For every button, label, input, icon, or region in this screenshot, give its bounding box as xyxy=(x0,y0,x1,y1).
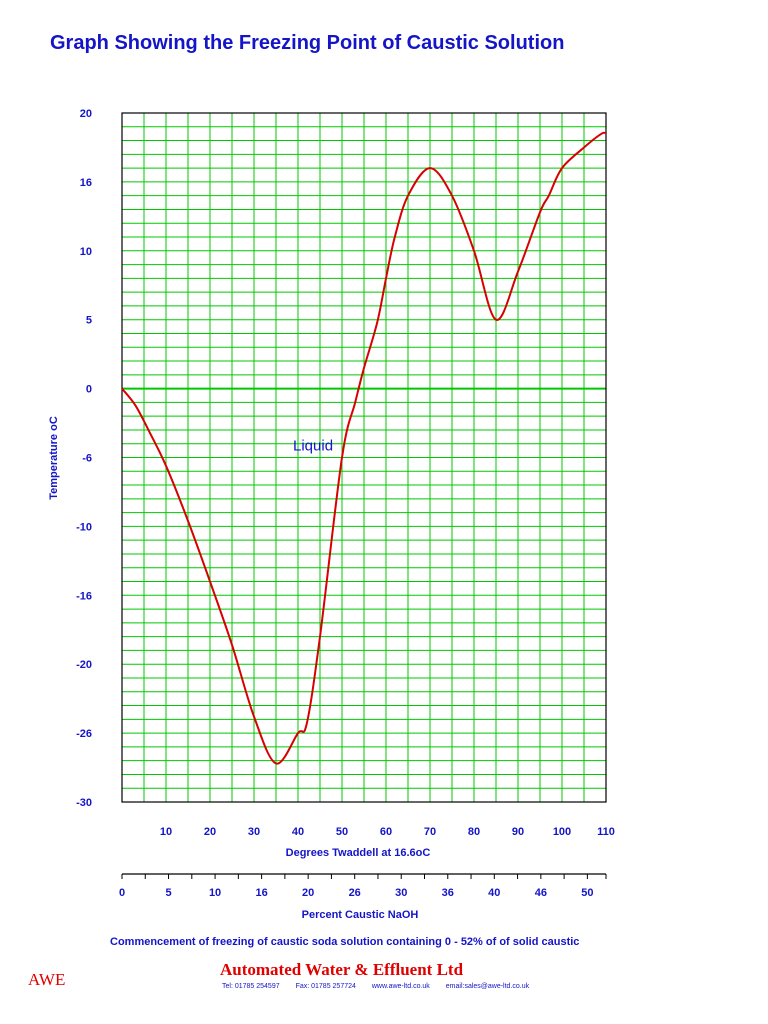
y-tick-label: -30 xyxy=(76,797,92,809)
awe-logo: AWE xyxy=(28,970,66,989)
chart-title: Graph Showing the Freezing Point of Caus… xyxy=(50,32,565,54)
contact-tel: Tel: 01785 254597 xyxy=(222,983,280,990)
liquid-annotation: Liquid xyxy=(293,438,333,455)
x2-tick-label: 0 xyxy=(119,887,125,899)
contact-web[interactable]: www.awe-ltd.co.uk xyxy=(371,983,430,990)
y-tick-label: -20 xyxy=(76,659,92,671)
y-tick-label: -26 xyxy=(76,728,92,740)
x-tick-label: 80 xyxy=(468,826,480,838)
chart-axes xyxy=(121,112,607,803)
plot-frame xyxy=(121,112,607,803)
y-tick-label: 5 xyxy=(86,315,92,327)
x2-axis-label: Percent Caustic NaOH xyxy=(302,909,419,921)
x2-tick-label: 5 xyxy=(165,887,171,899)
x2-tick-label: 30 xyxy=(395,887,407,899)
y-tick-label: 16 xyxy=(80,177,92,189)
x-tick-label: 110 xyxy=(597,826,615,838)
x-tick-label: 40 xyxy=(292,826,304,838)
x-tick-label: 20 xyxy=(204,826,216,838)
x2-tick-label: 16 xyxy=(255,887,267,899)
y-tick-label: 20 xyxy=(80,108,92,120)
x-tick-label: 70 xyxy=(424,826,436,838)
percent-axis: 0 5 10 16 20 26 30 36 40 46 50 xyxy=(119,873,607,899)
y-tick-label: -10 xyxy=(76,521,92,533)
contact-fax: Fax: 01785 257724 xyxy=(295,983,356,990)
freezing-point-curve xyxy=(121,131,607,765)
x-tick-label: 10 xyxy=(160,826,172,838)
company-name: Automated Water & Effluent Ltd xyxy=(220,960,464,979)
y-tick-label: 10 xyxy=(80,246,92,258)
y-tick-label: -16 xyxy=(76,590,92,602)
y-tick-label: 0 xyxy=(86,384,92,396)
grid-lines xyxy=(122,113,606,802)
x2-tick-label: 10 xyxy=(209,887,221,899)
y-tick-labels: 20 16 10 5 0 -6 -10 -16 -20 -26 -30 xyxy=(76,108,92,809)
x2-tick-label: 26 xyxy=(349,887,361,899)
x-tick-label: 50 xyxy=(336,826,348,838)
x-tick-labels: 10 20 30 40 50 60 70 80 90 100 110 xyxy=(160,826,615,838)
y-axis-label: Temperature oC xyxy=(48,416,60,500)
x-axis-label: Degrees Twaddell at 16.6oC xyxy=(286,847,431,859)
x-tick-label: 100 xyxy=(553,826,571,838)
x-tick-label: 90 xyxy=(512,826,524,838)
x-tick-label: 30 xyxy=(248,826,260,838)
x2-tick-label: 20 xyxy=(302,887,314,899)
x2-tick-label: 36 xyxy=(442,887,454,899)
x2-tick-label: 50 xyxy=(581,887,593,899)
contact-email[interactable]: email:sales@awe-ltd.co.uk xyxy=(445,983,530,990)
footnote: Commencement of freezing of caustic soda… xyxy=(110,936,580,948)
contact-line: Tel: 01785 254597 Fax: 01785 257724 www.… xyxy=(222,983,543,990)
x2-tick-label: 46 xyxy=(535,887,547,899)
x-tick-label: 60 xyxy=(380,826,392,838)
y-tick-label: -6 xyxy=(82,453,92,465)
x2-tick-label: 40 xyxy=(488,887,500,899)
